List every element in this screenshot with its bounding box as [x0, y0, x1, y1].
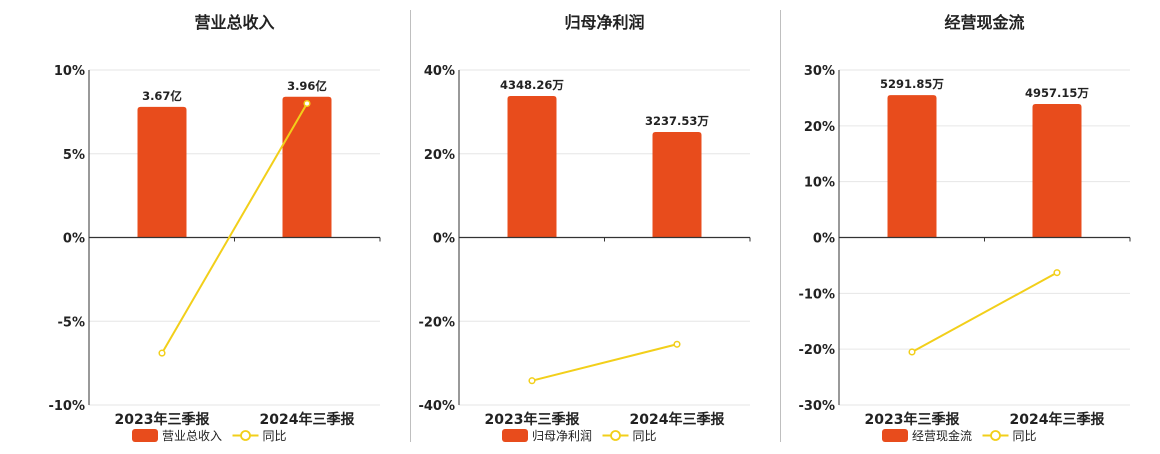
- chart-panel: 归母净利润 40% 20% 0% -20% -40% 4348.26万 3237.53万 202…: [418, 13, 751, 443]
- y-tick-label: 30%: [804, 64, 835, 79]
- y-tick-label: -20%: [798, 343, 835, 358]
- x-tick-label: 2023年三季报: [115, 411, 210, 428]
- bar: [282, 96, 332, 238]
- y-tick-label: 0%: [63, 232, 85, 247]
- legend-bar-swatch: [882, 429, 908, 442]
- legend-bar-label: 归母净利润: [532, 429, 592, 443]
- y-tick-label: 10%: [804, 176, 835, 191]
- chart-panel: 经营现金流 30% 20% 10% 0% -10% -20% -30% 5291.85万 4957…: [798, 13, 1131, 443]
- bar-data-label: 4957.15万: [1025, 86, 1089, 100]
- y-tick-label: 5%: [63, 148, 85, 163]
- bar: [652, 131, 702, 238]
- legend-line-label: 同比: [633, 429, 657, 443]
- chart-title: 经营现金流: [944, 13, 1024, 32]
- legend-line-marker: [990, 430, 1001, 441]
- bar-data-label: 4348.26万: [500, 78, 564, 92]
- bar-data-label: 3.96亿: [287, 79, 327, 93]
- y-tick-label: -40%: [418, 399, 455, 414]
- legend-bar-label: 营业总收入: [162, 429, 222, 443]
- x-tick-label: 2024年三季报: [630, 411, 725, 428]
- line-point: [908, 348, 916, 356]
- bar: [507, 95, 557, 238]
- legend-line-label: 同比: [1013, 429, 1037, 443]
- y-tick-label: -10%: [798, 287, 835, 302]
- bar-data-label: 3.67亿: [142, 89, 182, 103]
- y-tick-label: 10%: [54, 64, 85, 79]
- legend-line-label: 同比: [263, 429, 287, 443]
- x-tick-label: 2023年三季报: [485, 411, 580, 428]
- y-tick-label: 20%: [804, 120, 835, 135]
- x-tick-label: 2024年三季报: [1010, 411, 1105, 428]
- series-line: [911, 271, 1058, 353]
- chart-title: 归母净利润: [564, 13, 644, 32]
- y-tick-label: -5%: [58, 315, 85, 330]
- y-tick-label: 20%: [424, 148, 455, 163]
- bar: [1032, 104, 1082, 238]
- legend-bar-swatch: [502, 429, 528, 442]
- y-tick-label: -30%: [798, 399, 835, 414]
- y-tick-label: 0%: [433, 232, 455, 247]
- legend-line-marker: [240, 430, 251, 441]
- panel-divider: [410, 10, 411, 442]
- bar-data-label: 5291.85万: [880, 77, 944, 91]
- y-tick-label: -10%: [48, 399, 85, 414]
- bar-data-label: 3237.53万: [645, 114, 709, 128]
- y-tick-label: 40%: [424, 64, 455, 79]
- bar: [887, 95, 937, 238]
- chart-panel: 营业总收入 10% 5% 0% -5% -10% 3.67亿 3.96亿 2023年三季报 202…: [48, 13, 381, 443]
- series-line: [531, 343, 678, 382]
- line-point: [528, 377, 536, 385]
- legend-bar-swatch: [132, 429, 158, 442]
- bar: [137, 106, 187, 238]
- line-point: [673, 340, 681, 348]
- chart-title: 营业总收入: [194, 13, 274, 32]
- y-tick-label: -20%: [418, 315, 455, 330]
- y-tick-label: 0%: [813, 232, 835, 247]
- x-tick-label: 2023年三季报: [865, 411, 960, 428]
- line-point: [1053, 269, 1061, 277]
- legend-bar-label: 经营现金流: [912, 428, 972, 443]
- line-point: [158, 349, 166, 357]
- x-tick-label: 2024年三季报: [260, 411, 355, 428]
- series-line: [161, 102, 308, 354]
- line-point: [303, 99, 311, 108]
- legend-line-marker: [610, 430, 621, 441]
- panel-divider: [780, 10, 781, 442]
